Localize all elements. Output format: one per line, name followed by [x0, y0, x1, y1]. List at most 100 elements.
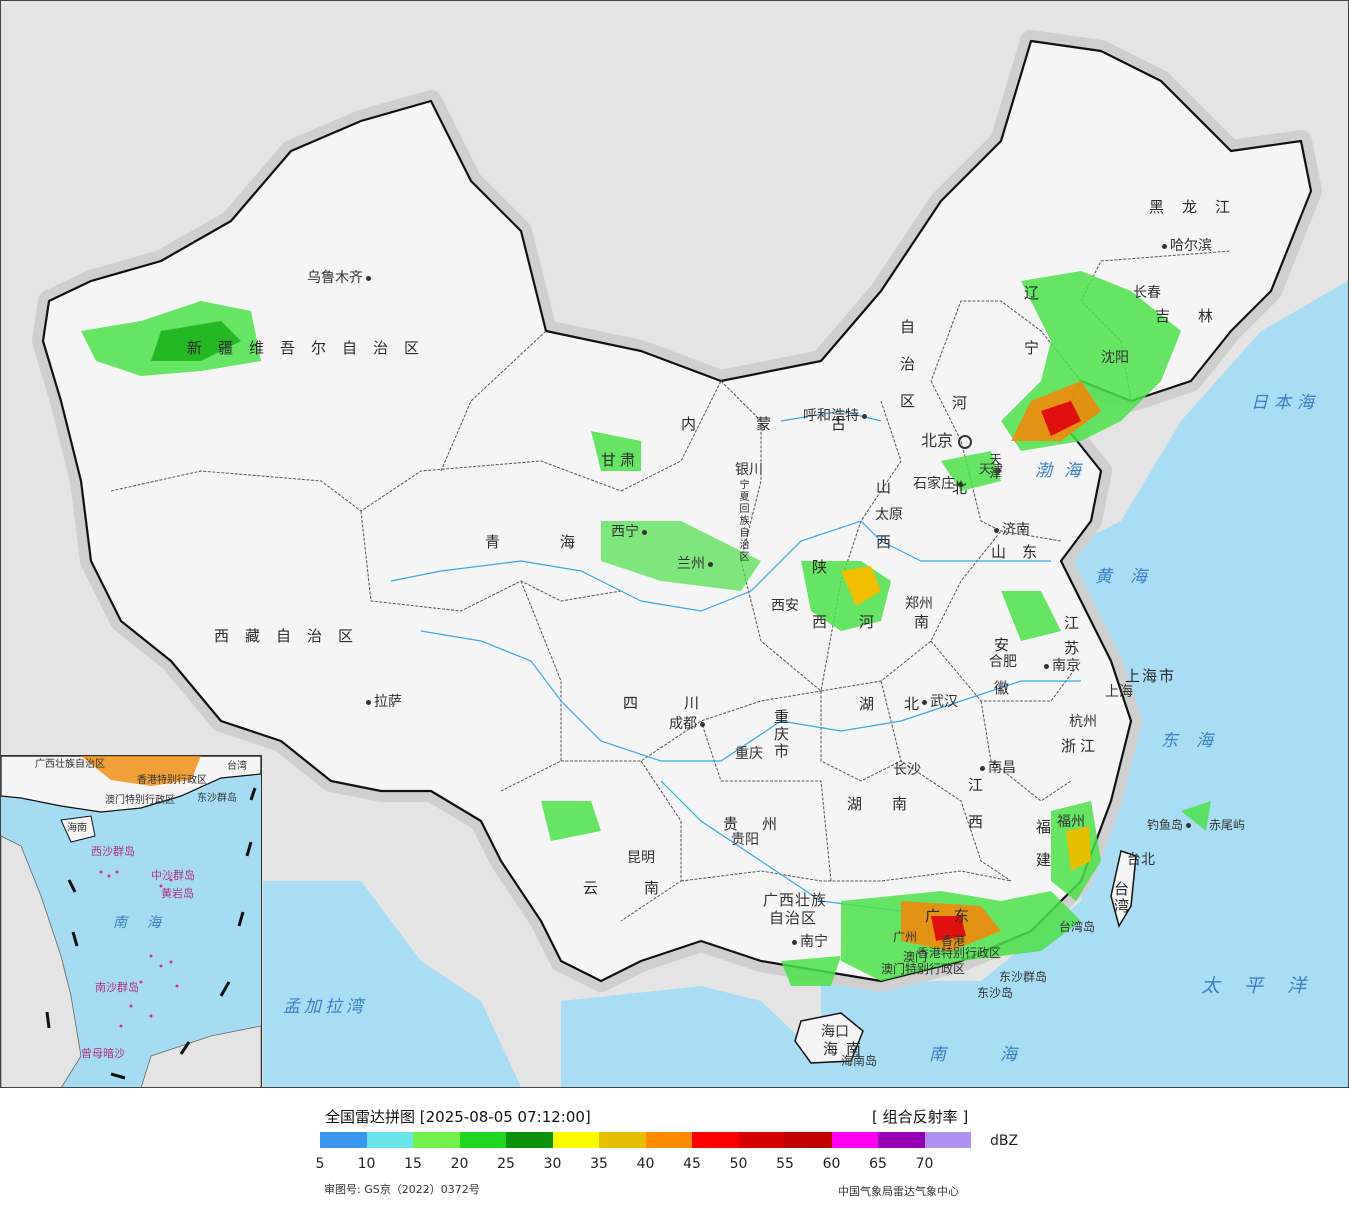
- legend-swatch-0: [320, 1132, 367, 1148]
- inset-land: [1, 756, 261, 813]
- label-hunan: 湖南: [847, 795, 938, 813]
- label-tibet: 西藏自治区: [214, 627, 370, 645]
- city-xining: 西宁: [611, 525, 650, 539]
- sea-donghai: 东海: [1161, 731, 1231, 751]
- island-taiwan: 台湾岛: [1059, 920, 1096, 934]
- legend-swatch-3: [459, 1132, 506, 1148]
- city-hohhot: 呼和浩特: [803, 409, 870, 423]
- city-chongqing: 重庆: [735, 746, 763, 762]
- inset-label-taiwan: 台湾: [227, 761, 247, 772]
- map-canvas: [32, 1, 1348, 1087]
- label-hainan: 海南: [823, 1040, 870, 1058]
- island-dongsha-qd: 东沙群岛: [999, 970, 1048, 984]
- legend-tick: 70: [915, 1156, 934, 1172]
- city-harbin: 哈尔滨: [1159, 239, 1212, 253]
- city-nanchang: 南昌: [977, 761, 1016, 775]
- review-number: 审图号: GS京（2022）0372号: [324, 1183, 480, 1196]
- island-chiwei: 赤尾屿: [1209, 818, 1246, 832]
- inset-label-nanhai: 南海: [113, 915, 181, 931]
- label-tianjin: 天津: [988, 453, 1002, 481]
- echo-qinghai: [601, 521, 761, 591]
- label-qinghai: 青海: [485, 533, 636, 551]
- hainan-land: [794, 1012, 864, 1064]
- label-hubei: 湖北: [859, 695, 950, 713]
- echo-guangxi-south: [781, 956, 841, 986]
- city-beijing: 北京: [921, 433, 973, 449]
- legend-tick: 25: [497, 1156, 515, 1172]
- label-guizhou: 贵州: [723, 815, 802, 833]
- label-guangdong: 广东: [925, 907, 984, 925]
- capital-icon: [958, 434, 973, 449]
- city-shijiazhuang: 石家庄: [913, 477, 966, 491]
- legend-tick: 15: [404, 1156, 422, 1172]
- inset-label-dongsha: 东沙群岛: [197, 793, 237, 804]
- city-nanjing: 南京: [1041, 659, 1080, 673]
- city-wuhan: 武汉: [919, 695, 958, 709]
- inset-label-xisha: 西沙群岛: [91, 845, 135, 858]
- nine-dash-line: [45, 787, 257, 1080]
- label-guangxi-1: 广西壮族: [763, 891, 828, 909]
- inset-echo: [81, 756, 201, 786]
- sea-nanhai: 南海: [929, 1045, 1071, 1065]
- city-nanning: 南宁: [789, 935, 828, 949]
- label-gansu: 甘肃: [601, 451, 640, 469]
- china-mainland: [41, 39, 1313, 983]
- legend-swatch-8: [692, 1132, 739, 1148]
- bay-of-bengal: [263, 881, 521, 1087]
- legend-product: [ 组合反射率 ]: [872, 1108, 969, 1126]
- echo-hebei: [941, 451, 1001, 491]
- inset-label-hk: 香港特别行政区: [137, 775, 207, 786]
- radar-map[interactable]: 新疆维吾尔自治区 西藏自治区 青海 甘肃 内蒙古 自治区 宁夏回族自治区 四川 …: [0, 0, 1349, 1088]
- legend: 全国雷达拼图 [2025-08-05 07:12:00] [ 组合反射率 ] d…: [0, 1088, 1349, 1208]
- city-taiyuan: 太原: [875, 507, 903, 523]
- city-hefei: 合肥: [989, 654, 1017, 670]
- label-shanxi: 山西: [874, 479, 892, 589]
- label-hk: 香港特别行政区: [917, 946, 1002, 960]
- legend-tick: 60: [822, 1156, 841, 1172]
- island-dongsha-d: 东沙岛: [977, 986, 1014, 1000]
- legend-color-bar: [320, 1132, 971, 1148]
- legend-swatch-7: [645, 1132, 692, 1148]
- city-haikou: 海口: [821, 1024, 849, 1040]
- label-ningxia: 宁夏回族自治区: [737, 479, 748, 563]
- label-sichuan: 四川: [623, 694, 746, 712]
- city-shenyang: 沈阳: [1101, 350, 1129, 366]
- inset-label-macau: 澳门特别行政区: [105, 795, 175, 806]
- legend-swatch-4: [506, 1132, 553, 1148]
- inset-label-zhongsha: 中沙群岛: [151, 869, 195, 882]
- legend-tick: 30: [543, 1156, 562, 1172]
- city-hongkong: 香港: [941, 934, 966, 948]
- echo-diaoyu: [1181, 801, 1211, 831]
- legend-tick: 35: [590, 1156, 608, 1172]
- city-fuzhou: 福州: [1057, 814, 1085, 830]
- echo-northeast-peak: [1041, 401, 1081, 436]
- legend-tick: 65: [869, 1156, 887, 1172]
- city-hangzhou: 杭州: [1069, 714, 1097, 730]
- sea-taipingyang: 太平洋: [1201, 975, 1331, 997]
- legend-tick: 5: [315, 1156, 325, 1172]
- inset-label-huangyan: 黄岩岛: [161, 887, 194, 900]
- label-xinjiang: 新疆维吾尔自治区: [187, 339, 436, 357]
- island-hainan: 海南岛: [841, 1054, 878, 1068]
- label-jiangsu: 江苏: [1062, 615, 1080, 665]
- legend-swatch-11: [831, 1132, 878, 1148]
- inset-island-marks: [99, 870, 179, 1028]
- legend-swatch-12: [878, 1132, 925, 1148]
- city-changsha: 长沙: [893, 762, 921, 778]
- city-chengdu: 成都: [669, 717, 708, 731]
- label-zhejiang: 浙江: [1061, 737, 1100, 755]
- inset-canvas: [1, 756, 261, 1087]
- south-china-sea-inset: 广西壮族自治区 台湾 香港特别行政区 澳门特别行政区 东沙群岛 海南 西沙群岛 …: [1, 755, 262, 1087]
- inset-vietnam-coast: [1, 835, 82, 1087]
- legend-swatch-6: [599, 1132, 646, 1148]
- label-jiangxi: 江西: [966, 777, 984, 851]
- legend-tick: 55: [776, 1156, 794, 1172]
- legend-unit: dBZ: [990, 1133, 1019, 1149]
- city-xian: 西安: [771, 598, 799, 614]
- legend-tick: 50: [729, 1156, 748, 1172]
- city-jinan: 济南: [991, 523, 1030, 537]
- producer: 中国气象局雷达气象中心: [838, 1185, 959, 1198]
- sea-huanghai: 黄海: [1095, 567, 1165, 587]
- legend-title: 全国雷达拼图 [2025-08-05 07:12:00]: [325, 1108, 591, 1126]
- label-jilin: 吉林: [1155, 307, 1242, 325]
